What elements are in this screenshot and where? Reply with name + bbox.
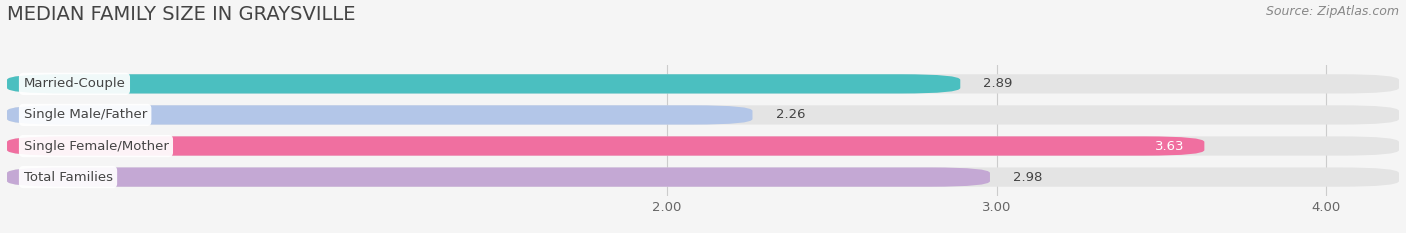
- Text: 2.26: 2.26: [776, 108, 806, 121]
- FancyBboxPatch shape: [7, 136, 1399, 156]
- Text: Source: ZipAtlas.com: Source: ZipAtlas.com: [1265, 5, 1399, 18]
- FancyBboxPatch shape: [7, 136, 1205, 156]
- FancyBboxPatch shape: [7, 168, 990, 187]
- Text: Total Families: Total Families: [24, 171, 112, 184]
- Text: Single Female/Mother: Single Female/Mother: [24, 140, 169, 153]
- FancyBboxPatch shape: [7, 74, 960, 93]
- FancyBboxPatch shape: [7, 105, 1399, 125]
- Text: 2.89: 2.89: [983, 77, 1012, 90]
- Text: 3.63: 3.63: [1156, 140, 1185, 153]
- Text: 2.98: 2.98: [1014, 171, 1042, 184]
- Text: Single Male/Father: Single Male/Father: [24, 108, 146, 121]
- Text: Married-Couple: Married-Couple: [24, 77, 125, 90]
- FancyBboxPatch shape: [7, 168, 1399, 187]
- FancyBboxPatch shape: [7, 74, 1399, 93]
- FancyBboxPatch shape: [7, 105, 752, 125]
- Text: MEDIAN FAMILY SIZE IN GRAYSVILLE: MEDIAN FAMILY SIZE IN GRAYSVILLE: [7, 5, 356, 24]
